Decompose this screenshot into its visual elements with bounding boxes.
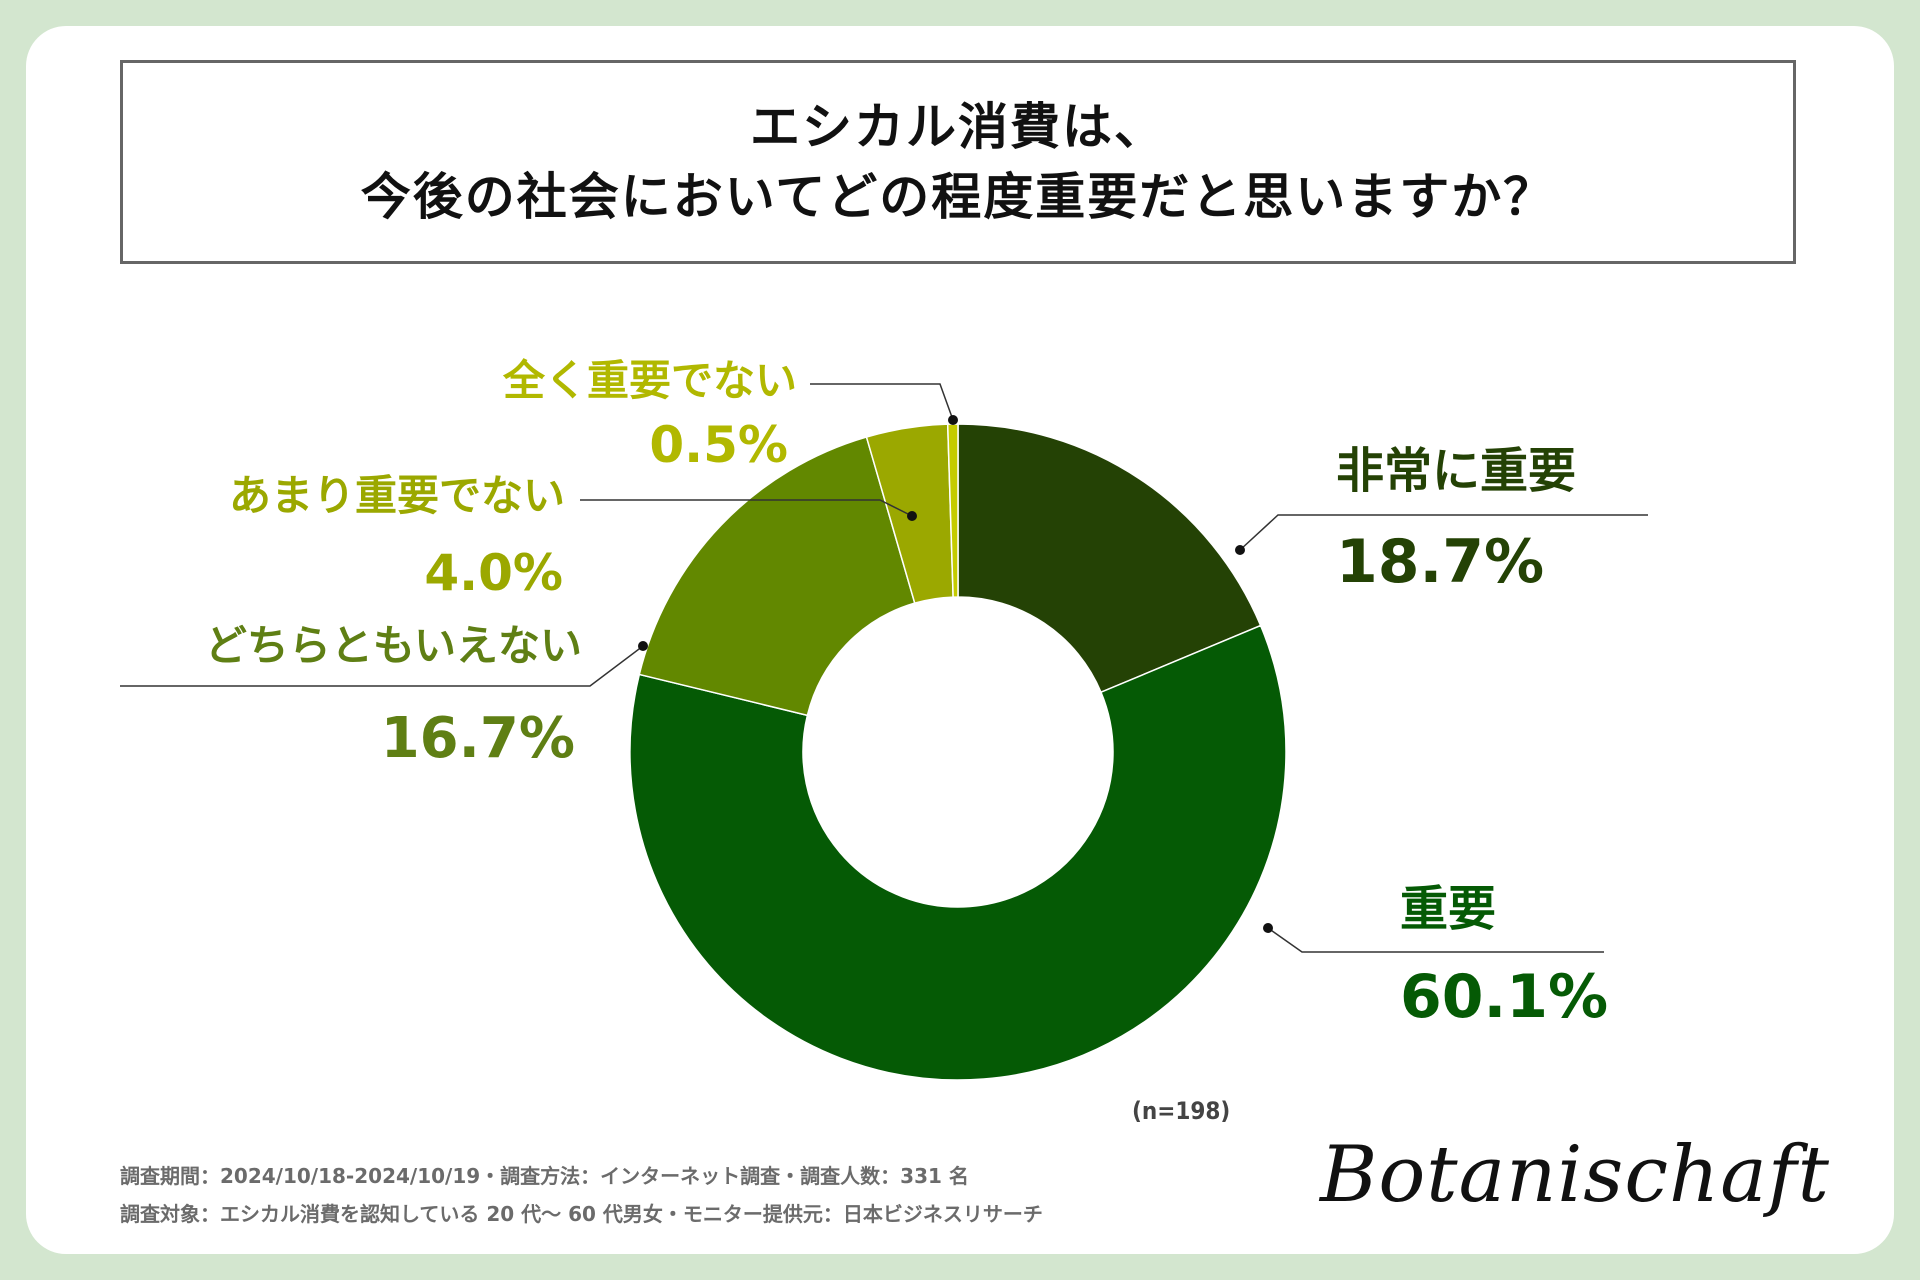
donut-slice-3 [638, 436, 916, 717]
title-box: エシカル消費は、 今後の社会においてどの程度重要だと思いますか？ [120, 60, 1796, 264]
leader-line-5 [810, 383, 954, 421]
slice-value-3: 16.7% [381, 706, 575, 771]
slice-label-5: 全く重要でない [502, 356, 797, 405]
slice-label-1: 非常に重要 [1336, 443, 1576, 499]
slice-label-4: あまり重要でない [229, 471, 565, 520]
leader-dot-3 [638, 641, 648, 651]
donut-slice-1 [957, 423, 1262, 694]
donut-slice-2 [629, 624, 1287, 1081]
leader-line-1 [1239, 514, 1648, 551]
footer-survey-info: 調査期間：2024/10/18-2024/10/19・調査方法：インターネット調… [120, 1164, 969, 1188]
slice-label-2: 重要 [1400, 881, 1496, 937]
slice-value-5: 0.5% [649, 416, 788, 474]
sample-size-note: (n=198) [1132, 1097, 1231, 1125]
title-line-2: 今後の社会においてどの程度重要だと思いますか？ [360, 168, 1556, 226]
title-line-1: エシカル消費は、 [750, 98, 1166, 156]
leader-dot-2 [1263, 923, 1273, 933]
leader-line-3 [120, 645, 644, 687]
leader-line-4 [580, 499, 913, 517]
footer-survey-target: 調査対象：エシカル消費を認知している 20 代〜 60 代男女・モニター提供元：… [120, 1202, 1043, 1226]
slice-value-1: 18.7% [1336, 527, 1544, 597]
slice-value-2: 60.1% [1400, 962, 1608, 1032]
brand-logo: Botanischaft [1320, 1130, 1830, 1220]
leader-dot-1 [1235, 545, 1245, 555]
slice-label-3: どちらともいえない [205, 621, 582, 670]
leader-line-2 [1267, 927, 1604, 953]
leader-dot-4 [907, 511, 917, 521]
leader-dot-5 [948, 415, 958, 425]
slice-value-4: 4.0% [424, 544, 563, 602]
